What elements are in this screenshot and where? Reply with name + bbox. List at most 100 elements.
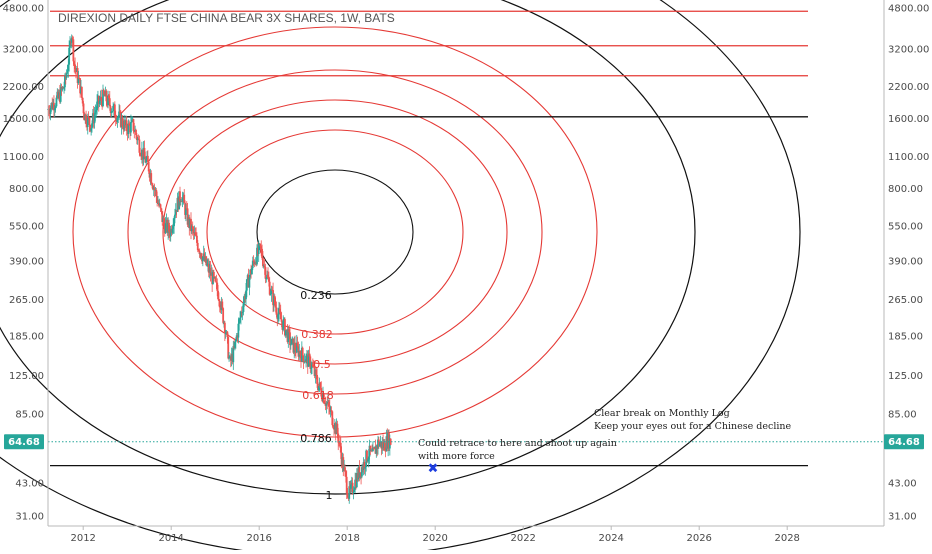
candle-body bbox=[273, 296, 276, 305]
candle-body bbox=[130, 122, 132, 133]
annotation-retrace-line1: Could retrace to here and shoot up again bbox=[418, 438, 617, 449]
last-price-tag-right bbox=[884, 434, 924, 450]
candle-body bbox=[317, 386, 320, 391]
candle-body bbox=[216, 282, 219, 291]
candle-body bbox=[79, 78, 82, 94]
candle-body bbox=[259, 243, 262, 247]
y-tick-label-right: 800.00 bbox=[888, 184, 923, 195]
candle-body bbox=[156, 196, 159, 204]
candle-body bbox=[240, 312, 242, 318]
candle-body bbox=[172, 226, 175, 229]
candle-body bbox=[296, 342, 299, 347]
candle-body bbox=[197, 250, 200, 252]
candle-body bbox=[245, 290, 247, 300]
axes: 4800.00 4800.00 3200.00 3200.00 2200.00 2200.… bbox=[3, 0, 929, 544]
horizontal-lines bbox=[50, 10, 808, 467]
candle-body bbox=[328, 406, 331, 412]
candle-body bbox=[278, 308, 281, 313]
candle-body bbox=[267, 274, 269, 279]
candle-body bbox=[339, 442, 342, 453]
candle-body bbox=[135, 135, 138, 141]
x-tick-label: 2022 bbox=[510, 533, 535, 544]
candle-body bbox=[218, 298, 220, 301]
candle-body bbox=[290, 339, 293, 345]
candle-body bbox=[201, 256, 204, 262]
candle-body bbox=[342, 457, 345, 471]
candle-body bbox=[234, 341, 236, 348]
fib-labels: 0.236 0.382 0.5 0.618 0.786 1 bbox=[300, 289, 334, 502]
candle-body bbox=[196, 242, 199, 251]
y-tick-label-right: 1600.00 bbox=[888, 114, 929, 125]
candle-body bbox=[125, 120, 128, 132]
y-tick-label-left: 390.00 bbox=[9, 256, 44, 267]
candle-body bbox=[109, 106, 112, 113]
candle-body bbox=[206, 264, 208, 266]
candle-body bbox=[82, 103, 85, 114]
candle-body bbox=[375, 445, 378, 454]
candle-body bbox=[132, 119, 135, 131]
candle-body bbox=[137, 138, 140, 140]
candle-body bbox=[251, 268, 253, 275]
candle-body bbox=[344, 467, 346, 472]
candle-body bbox=[351, 482, 354, 493]
candle-body bbox=[353, 489, 356, 492]
candle-body bbox=[180, 201, 183, 203]
y-tick-label-right: 2200.00 bbox=[888, 82, 929, 93]
candle-body bbox=[309, 356, 312, 369]
candle-body bbox=[205, 256, 208, 266]
last-price-tag-left bbox=[4, 434, 44, 450]
candle-body bbox=[143, 147, 146, 157]
y-tick-label-left: 1100.00 bbox=[3, 152, 44, 163]
y-tick-label-left: 85.00 bbox=[15, 410, 44, 421]
y-tick-label-left: 4800.00 bbox=[3, 4, 44, 15]
candle-body bbox=[366, 459, 369, 462]
candle-body bbox=[91, 123, 93, 129]
last-price-tag-text: 64.68 bbox=[888, 437, 920, 448]
candle-body bbox=[95, 110, 98, 113]
y-tick-label-right: 390.00 bbox=[888, 256, 923, 267]
candle-body bbox=[116, 117, 119, 122]
candle-body bbox=[384, 450, 387, 452]
candle-body bbox=[348, 486, 351, 499]
candle-body bbox=[97, 95, 100, 104]
x-tick-label: 2024 bbox=[598, 533, 623, 544]
candle-body bbox=[269, 294, 272, 296]
candle-body bbox=[284, 330, 287, 336]
candle-body bbox=[237, 323, 240, 338]
y-tick-label-left: 3200.00 bbox=[3, 44, 44, 55]
candle-body bbox=[118, 111, 120, 117]
y-tick-label-right: 185.00 bbox=[888, 331, 923, 342]
candle-body bbox=[209, 268, 212, 276]
candle-body bbox=[226, 331, 229, 338]
fib-label: 0.618 bbox=[302, 389, 334, 402]
candle-body bbox=[262, 258, 264, 266]
candle-body bbox=[89, 124, 92, 131]
candle-body bbox=[152, 185, 154, 190]
y-tick-label-right: 31.00 bbox=[888, 511, 917, 522]
y-tick-label-right: 85.00 bbox=[888, 410, 917, 421]
candle-body bbox=[223, 322, 226, 334]
candle-body bbox=[308, 353, 311, 357]
candle-body bbox=[181, 197, 184, 202]
candle-body bbox=[288, 329, 291, 333]
candle-body bbox=[315, 370, 318, 375]
candle-body bbox=[155, 189, 158, 197]
x-tick-label: 2014 bbox=[158, 533, 183, 544]
candle-body bbox=[312, 366, 315, 368]
candle-body bbox=[67, 64, 70, 71]
candle-body bbox=[214, 277, 217, 282]
candle-body bbox=[71, 37, 74, 40]
candle-body bbox=[77, 77, 80, 84]
candle-body bbox=[163, 218, 165, 225]
candle-body bbox=[102, 89, 104, 107]
candle-body bbox=[55, 97, 58, 107]
candle-body bbox=[117, 116, 120, 118]
y-tick-label-right: 3200.00 bbox=[888, 44, 929, 55]
candle-body bbox=[238, 319, 241, 324]
candle-body bbox=[215, 281, 218, 283]
candle-body bbox=[153, 187, 156, 191]
candle-body bbox=[378, 443, 381, 447]
candle-body bbox=[111, 111, 114, 113]
candle-body bbox=[127, 123, 130, 135]
